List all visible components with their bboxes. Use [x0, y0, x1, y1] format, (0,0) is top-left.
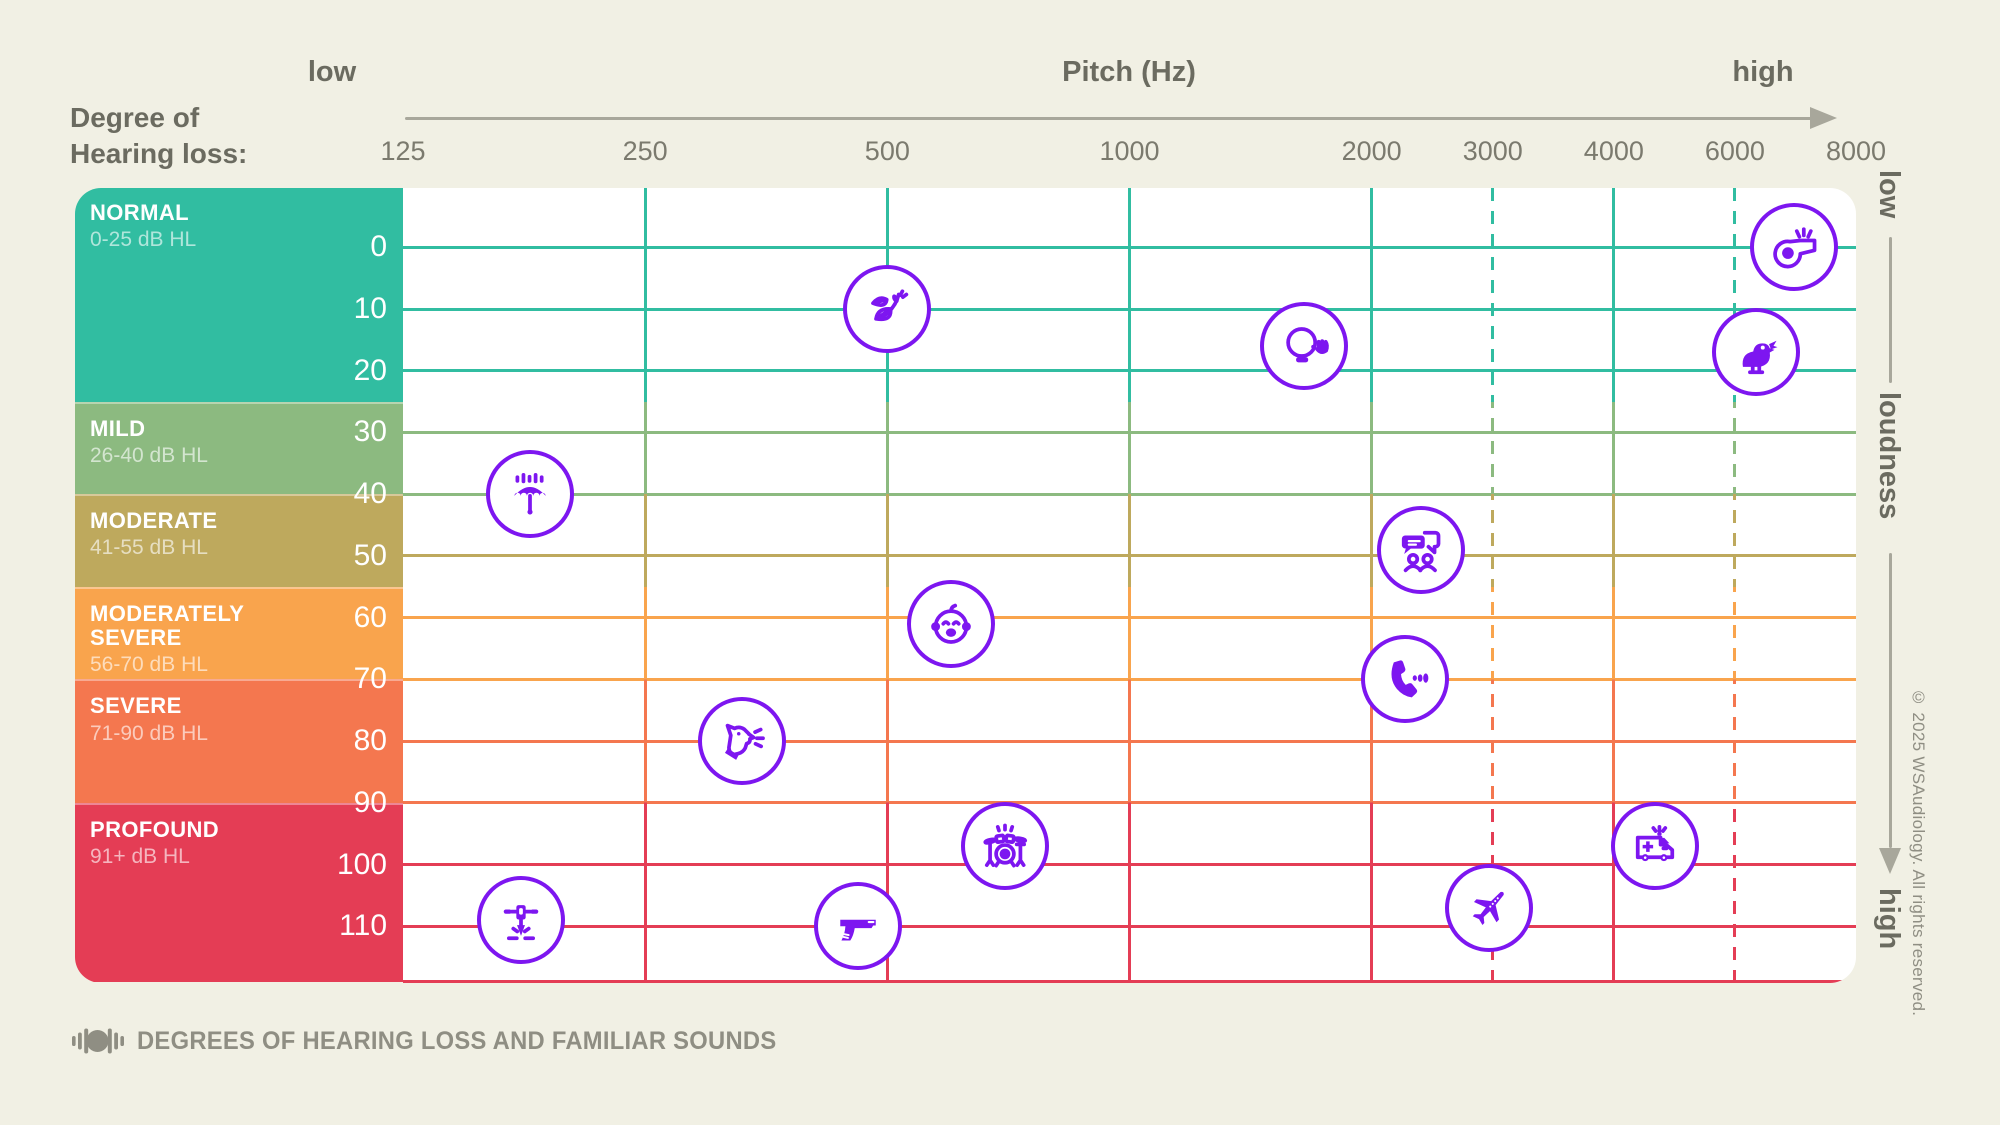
- x-tick-125: 125: [380, 136, 426, 166]
- band-title: PROFOUND: [90, 816, 220, 842]
- pitch-axis-line: [405, 117, 1812, 120]
- gridline-v-oct5.5-dashed: [1733, 188, 1737, 983]
- y-tick-110: 110: [339, 909, 387, 943]
- loudness-label: loudness: [1873, 392, 1905, 520]
- band-profound: PROFOUND 91+ dB HL: [75, 802, 403, 982]
- y-tick-90: 90: [353, 785, 387, 819]
- band-normal: NORMAL 0-25 dB HL: [75, 188, 403, 402]
- infographic-caption: DEGREES OF HEARING LOSS AND FAMILIAR SOU…: [137, 1027, 777, 1055]
- x-tick-6000: 6000: [1704, 136, 1765, 166]
- gridline-v-oct4: [1370, 188, 1374, 983]
- jackhammer-icon: [476, 876, 565, 965]
- drums-icon: [960, 802, 1049, 891]
- gridline-v-oct3: [1128, 188, 1131, 983]
- degree-title-line1: Degree of: [70, 102, 200, 133]
- gridline-v-oct2: [885, 188, 889, 983]
- hearing-loss-bands-column: NORMAL 0-25 dB HL MILD 26-40 dB HL MODERATE 4…: [75, 188, 403, 983]
- y-tick-70: 70: [353, 662, 387, 696]
- band-title: NORMAL: [90, 200, 189, 225]
- x-tick-500: 500: [864, 136, 910, 166]
- y-tick-60: 60: [353, 600, 387, 634]
- soundwave-logo-icon: [72, 1028, 124, 1054]
- y-tick-10: 10: [353, 292, 387, 326]
- degree-of-hearing-loss-title: Degree of Hearing loss:: [70, 100, 247, 172]
- pitch-low-label: low: [307, 56, 357, 88]
- y-tick-30: 30: [353, 415, 387, 449]
- band-moderately-severe: MODERATELY SEVERE 56-70 dB HL: [75, 586, 403, 680]
- x-tick-4000: 4000: [1583, 136, 1644, 166]
- band-title: MODERATE: [90, 508, 218, 534]
- copyright-text: © 2025 WSAudiology. All rights reserved.: [1909, 688, 1928, 1017]
- pitch-high-label: high: [1732, 56, 1794, 88]
- leaves-icon: [843, 265, 932, 354]
- phone-icon: [1360, 635, 1449, 724]
- band-mild: MILD 26-40 dB HL: [75, 401, 403, 495]
- degree-title-line2: Hearing loss:: [70, 138, 248, 169]
- gridline-v-oct4.5-dashed: [1491, 188, 1495, 983]
- ambulance-icon: [1611, 802, 1699, 891]
- whistle-icon: [1750, 203, 1839, 292]
- x-tick-250: 250: [622, 136, 668, 166]
- airplane-icon: [1445, 863, 1534, 952]
- band-title: SEVERE: [90, 693, 182, 719]
- x-tick-1000: 1000: [1099, 136, 1160, 166]
- pitch-axis-title: Pitch (Hz): [1062, 56, 1196, 88]
- y-tick-50: 50: [353, 538, 387, 572]
- band-range: 26-40 dB HL: [90, 443, 208, 467]
- audiogram-chart: NORMAL 0-25 dB HL MILD 26-40 dB HL MODERATE 4…: [75, 188, 1856, 983]
- y-tick-40: 40: [353, 477, 387, 511]
- y-tick-100: 100: [336, 847, 387, 881]
- loudness-high-label: high: [1873, 888, 1905, 950]
- loudness-arrowhead-icon: [1879, 848, 1901, 874]
- loudness-rail-line-bottom: [1889, 553, 1892, 848]
- loudness-low-label: low: [1873, 170, 1905, 219]
- gridline-v-oct1: [643, 188, 647, 983]
- conversation-icon: [1376, 505, 1465, 594]
- x-tick-3000: 3000: [1462, 136, 1523, 166]
- y-tick-20: 20: [353, 353, 387, 387]
- band-title: MODERATELY SEVERE: [90, 600, 244, 650]
- band-range: 91+ dB HL: [90, 845, 190, 869]
- band-range: 0-25 dB HL: [90, 228, 197, 252]
- gun-icon: [814, 882, 903, 971]
- whisper-icon: [1260, 302, 1349, 391]
- baby-icon: [907, 579, 996, 668]
- loudness-rail-line-top: [1889, 237, 1892, 383]
- band-title: MILD: [90, 415, 146, 441]
- band-range: 71-90 dB HL: [90, 721, 208, 745]
- x-tick-2000: 2000: [1341, 136, 1402, 166]
- plot-area: [403, 188, 1856, 983]
- bird-icon: [1711, 308, 1800, 397]
- y-tick-0: 0: [370, 230, 387, 264]
- pitch-axis-arrowhead-icon: [1810, 107, 1837, 129]
- dog-icon: [698, 697, 787, 786]
- band-range: 41-55 dB HL: [90, 536, 208, 560]
- band-moderate: MODERATE 41-55 dB HL: [75, 494, 403, 587]
- x-tick-8000: 8000: [1825, 136, 1887, 166]
- gridline-v-oct5: [1612, 188, 1616, 983]
- rain-icon: [486, 450, 575, 539]
- band-range: 56-70 dB HL: [90, 653, 208, 677]
- band-severe: SEVERE 71-90 dB HL: [75, 679, 403, 803]
- y-tick-80: 80: [353, 724, 387, 758]
